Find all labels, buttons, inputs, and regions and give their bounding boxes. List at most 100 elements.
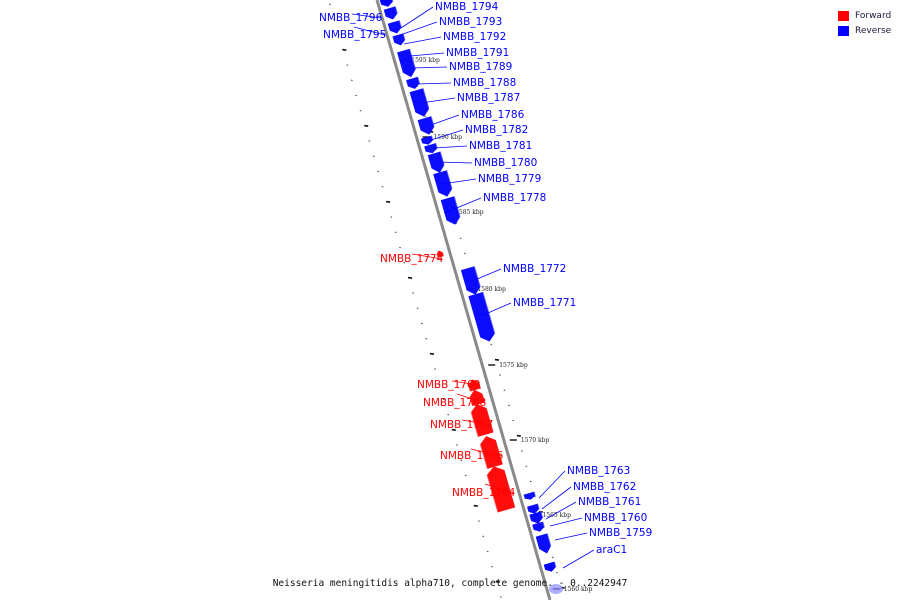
gene-arrow-nmbb_1779[interactable] [433, 170, 453, 197]
gene-leader-line [416, 82, 452, 85]
gene-label-nmbb_1772[interactable]: NMBB_1772 [503, 263, 566, 275]
gene-label-nmbb_1780[interactable]: NMBB_1780 [474, 157, 537, 169]
gene-arrow-nmbb_1766[interactable] [479, 436, 503, 469]
tick-mark [499, 374, 501, 376]
gene-label-nmbb_1759[interactable]: NMBB_1759 [589, 527, 652, 539]
gene-arrow-nmbb_1762[interactable] [526, 503, 540, 514]
tick-mark [403, 261, 406, 264]
gene-arrow-nmbb_1763[interactable] [523, 491, 536, 500]
gene-label-nmbb_1792[interactable]: NMBB_1792 [443, 31, 506, 43]
tick-mark [342, 48, 347, 51]
gene-leader-line [545, 501, 577, 520]
gene-arrow-nmbb_1786[interactable] [417, 116, 435, 135]
gene-leader-line [433, 145, 468, 149]
gene-shade [482, 292, 498, 340]
gene-arrow-nmbb_1782[interactable] [420, 135, 434, 145]
gene-label-nmbb_1762[interactable]: NMBB_1762 [573, 481, 636, 493]
tick-mark [507, 404, 510, 407]
tick-mark [512, 419, 515, 422]
gene-label-nmbb_1779[interactable]: NMBB_1779 [478, 173, 541, 185]
tick-mark [328, 3, 331, 6]
gene-shade [477, 438, 488, 469]
gene-arrow-nmbb_1761[interactable] [529, 511, 544, 524]
gene-label-nmbb_1771[interactable]: NMBB_1771 [513, 297, 576, 309]
tick-mark [503, 389, 506, 392]
tick-mark [359, 109, 362, 112]
gene-label-nmbb_1774[interactable]: NMBB_1774 [380, 253, 444, 265]
gene-label-nmbb_1767[interactable]: NMBB_1767 [430, 419, 493, 431]
gene-label-nmbb_1766[interactable]: NMBB_1766 [440, 450, 504, 462]
tick-mark [464, 474, 467, 477]
gene-label-nmbb_1789[interactable]: NMBB_1789 [449, 61, 512, 73]
gene-label-nmbb_1793[interactable]: NMBB_1793 [439, 16, 502, 28]
gene-arrow-nmbb_1792[interactable] [387, 20, 402, 34]
gene-label-nmbb_1794[interactable]: NMBB_1794 [435, 1, 499, 13]
gene-shade [439, 151, 447, 171]
tick-mark [534, 495, 537, 498]
gene-arrow-nmbb_1791[interactable] [392, 33, 406, 46]
gene-arrow-nmbb_1760[interactable] [532, 521, 545, 532]
tick-mark [486, 550, 489, 553]
gene-label-nmbb_1769[interactable]: NMBB_1769 [417, 379, 480, 391]
gene-arrow-nmbb_1794[interactable] [379, 0, 394, 7]
gene-arrow-nmbb_1767[interactable] [470, 404, 494, 437]
gene-label-nmbb_1761[interactable]: NMBB_1761 [578, 496, 641, 508]
gene-shade [484, 469, 499, 513]
gene-arrow-nmbb_1771[interactable] [468, 291, 496, 342]
tick-mark [350, 79, 353, 82]
gene-label-nmbb_1788[interactable]: NMBB_1788 [453, 77, 516, 89]
kbp-tick-label: 1575 kbp [499, 362, 528, 369]
legend-reverse-label: Reverse [855, 25, 892, 36]
gene-label-nmbb_1778[interactable]: NMBB_1778 [483, 192, 546, 204]
tick-mark [529, 480, 532, 483]
gene-arrow-arac1[interactable] [543, 561, 557, 572]
gene-arrow-nmbb_1788[interactable] [406, 76, 420, 89]
tick-mark [416, 307, 419, 310]
gene-shade [453, 196, 463, 223]
gene-arrow-nmbb_1781[interactable] [424, 142, 438, 154]
kbp-tick-label: 1585 kbp [455, 209, 484, 216]
tick-mark [473, 504, 478, 507]
gene-label-nmbb_1763[interactable]: NMBB_1763 [567, 465, 630, 477]
gene-label-nmbb_1787[interactable]: NMBB_1787 [457, 92, 520, 104]
gene-arrow-nmbb_1789[interactable] [397, 48, 416, 78]
gene-arrow-nmbb_1780[interactable] [427, 151, 445, 173]
gene-label-nmbb_1764[interactable]: NMBB_1764 [452, 487, 516, 499]
gene-leader-line [484, 483, 515, 494]
gene-label-arac1[interactable]: araC1 [596, 544, 627, 556]
gene-shade [467, 391, 473, 406]
tick-mark [460, 459, 463, 462]
gene-shade [394, 6, 400, 18]
gene-shade [474, 266, 483, 293]
gene-label-nmbb_1781[interactable]: NMBB_1781 [469, 140, 532, 152]
tick-mark [459, 237, 462, 240]
gene-label-nmbb_1795[interactable]: NMBB_1795 [323, 29, 386, 41]
gene-leader-line [409, 52, 445, 57]
gene-label-nmbb_1786[interactable]: NMBB_1786 [461, 109, 525, 121]
gene-leader-line [351, 13, 382, 19]
gene-shade [417, 76, 422, 88]
gene-arrow-nmbb_1764[interactable] [486, 466, 516, 513]
gene-label-nmbb_1782[interactable]: NMBB_1782 [465, 124, 528, 136]
gene-leader-line [554, 532, 588, 541]
gene-arrow-nmbb_1774[interactable] [436, 250, 444, 258]
gene-label-nmbb_1768[interactable]: NMBB_1768 [423, 397, 486, 409]
tick-mark [390, 216, 393, 218]
kbp-tick-label: 1580 kbp [477, 286, 506, 293]
gene-arrow-nmbb_1769[interactable] [468, 379, 481, 392]
kbp-tick-label: 1595 kbp [411, 57, 440, 64]
legend-forward-label: Forward [855, 10, 892, 21]
tick-mark [407, 276, 413, 279]
gene-label-nmbb_1760[interactable]: NMBB_1760 [584, 512, 647, 524]
gene-arrow-nmbb_1759[interactable] [535, 533, 552, 554]
tick-mark [495, 580, 500, 583]
gene-label-nmbb_1791[interactable]: NMBB_1791 [446, 47, 509, 59]
gene-arrow-nmbb_1793[interactable] [383, 6, 398, 20]
gene-leader-line [562, 549, 595, 569]
gene-arrow-nmbb_1772[interactable] [460, 266, 481, 295]
gene-label-nmbb_1796[interactable]: NMBB_1796 [319, 12, 383, 24]
gene-layer [379, 0, 563, 594]
gene-arrow-nmbb_1787[interactable] [409, 88, 430, 117]
gene-shade [435, 251, 439, 258]
